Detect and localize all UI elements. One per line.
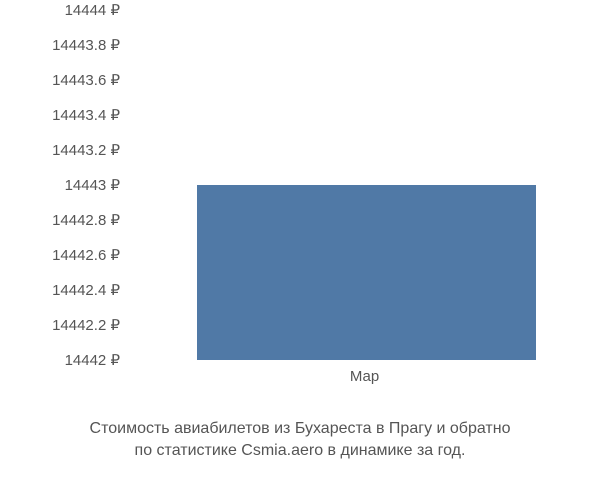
y-tick-label: 14444 ₽ [65,1,120,19]
bar [197,185,537,360]
y-tick-label: 14442.4 ₽ [52,281,120,299]
y-tick-label: 14442.2 ₽ [52,316,120,334]
y-tick-label: 14443.2 ₽ [52,141,120,159]
plot-area [128,10,558,360]
y-tick-label: 14443 ₽ [65,176,120,194]
y-tick-label: 14442 ₽ [65,351,120,369]
price-chart: 14444 ₽ 14443.8 ₽ 14443.6 ₽ 14443.4 ₽ 14443.… [0,0,600,500]
caption-line-1: Стоимость авиабилетов из Бухареста в Пра… [0,418,600,440]
y-tick-label: 14443.4 ₽ [52,106,120,124]
y-tick-label: 14442.8 ₽ [52,211,120,229]
y-axis: 14444 ₽14443.8 ₽14443.6 ₽14443.4 ₽14443.… [0,10,120,360]
y-tick-label: 14443.8 ₽ [52,36,120,54]
x-tick-label: Мар [350,368,379,385]
caption-line-2: по статистике Csmia.aero в динамике за г… [0,440,600,462]
chart-caption: Стоимость авиабилетов из Бухареста в Пра… [0,418,600,463]
y-tick-label: 14443.6 ₽ [52,71,120,89]
y-tick-label: 14442.6 ₽ [52,246,120,264]
